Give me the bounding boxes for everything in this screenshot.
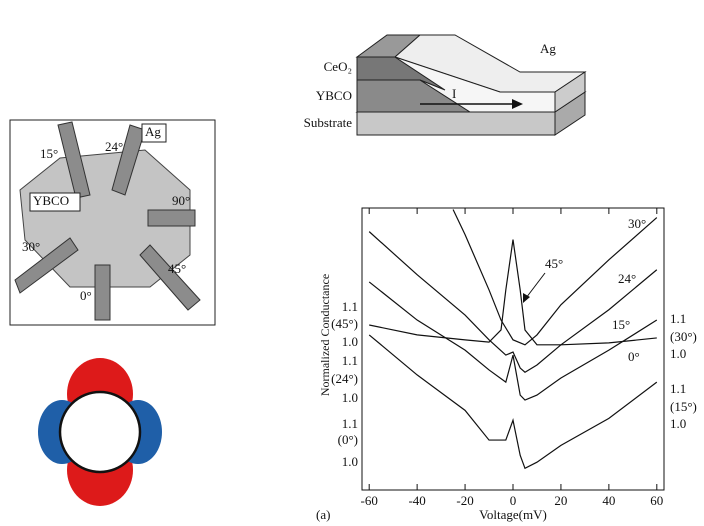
angle-label: 30° xyxy=(22,239,40,254)
offset-label: 1.1 xyxy=(670,381,686,396)
angle-label: 24° xyxy=(105,139,123,154)
offset-label: 1.1 xyxy=(342,416,358,431)
x-tick-label: 20 xyxy=(554,493,567,508)
x-tick-label: 0 xyxy=(510,493,517,508)
offset-label: 1.1 xyxy=(342,299,358,314)
angle-label: 45° xyxy=(168,261,186,276)
offset-label: 1.0 xyxy=(670,416,686,431)
offset-label: 1.0 xyxy=(342,390,358,405)
offset-label: 1.1 xyxy=(342,353,358,368)
junction-diagram: I CeO₂ YBCO Substrate Ag xyxy=(304,34,587,136)
ag-label: Ag xyxy=(145,124,161,139)
curve xyxy=(369,239,657,346)
curve-label: 45° xyxy=(545,256,563,271)
curve xyxy=(368,231,658,373)
curve-label: 24° xyxy=(618,271,636,286)
annotation-arrow xyxy=(525,272,546,299)
conductance-plot: -60 -40 -20 0 20 40 60 Voltage(mV) Normalized Co… xyxy=(316,207,697,522)
y-axis-title: Normalized Conductance xyxy=(318,274,332,396)
curve-label: 30° xyxy=(628,216,646,231)
dwave-diagram xyxy=(38,358,162,506)
angle-label: 90° xyxy=(172,193,190,208)
offset-label: 1.0 xyxy=(670,346,686,361)
offset-label: 1.0 xyxy=(342,454,358,469)
sample-diagram: 15° 24° Ag YBCO 90° 30° 45° 0° xyxy=(9,119,216,326)
layer-label: Ag xyxy=(540,41,556,56)
current-label: I xyxy=(452,86,456,101)
offset-label: 1.0 xyxy=(342,334,358,349)
x-tick-label: 60 xyxy=(650,493,663,508)
offset-label: 1.1 xyxy=(670,311,686,326)
annotation-arrow xyxy=(523,293,530,303)
curve xyxy=(368,334,658,470)
curve-label: 0° xyxy=(628,349,640,364)
x-tick-label: 40 xyxy=(602,493,615,508)
angle-label: 15° xyxy=(40,146,58,161)
layer-label: CeO₂ xyxy=(324,59,352,74)
ybco-label: YBCO xyxy=(33,193,69,208)
curve xyxy=(452,209,658,346)
offset-label: (30°) xyxy=(670,329,697,344)
offset-label: (24°) xyxy=(331,371,358,386)
offset-label: (0°) xyxy=(338,432,358,447)
layer-label: Substrate xyxy=(304,115,353,130)
x-tick-label: -20 xyxy=(456,493,473,508)
offset-label: (15°) xyxy=(670,399,697,414)
x-tick-label: -60 xyxy=(361,493,378,508)
offset-label: (45°) xyxy=(331,316,358,331)
angle-label: 0° xyxy=(80,288,92,303)
curve-label: 15° xyxy=(612,317,630,332)
layer-label: YBCO xyxy=(316,88,352,103)
x-tick-label: -40 xyxy=(408,493,425,508)
curve xyxy=(368,281,658,401)
panel-label: (a) xyxy=(316,507,330,522)
x-axis-title: Voltage(mV) xyxy=(479,507,547,522)
